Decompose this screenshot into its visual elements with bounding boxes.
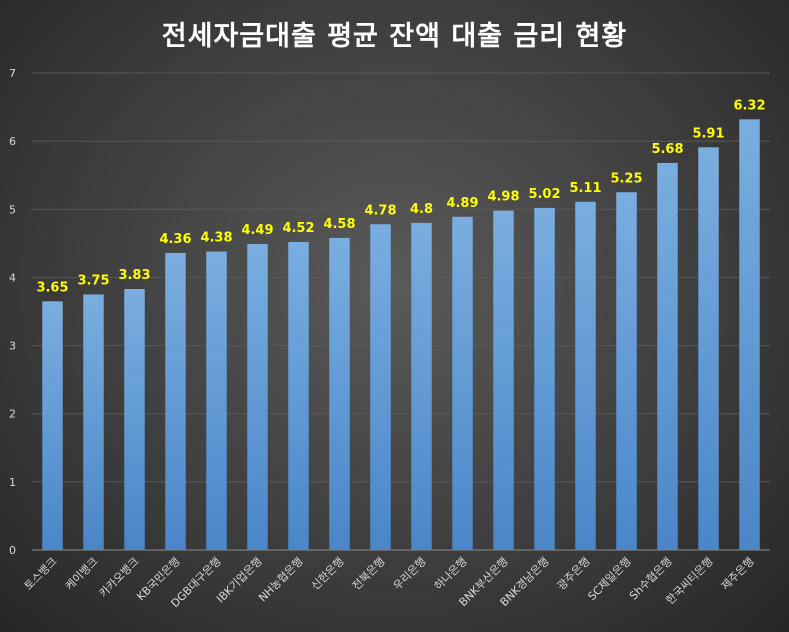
bar [370,224,391,550]
bar [206,251,227,550]
x-tick-label: NH농협은행 [256,555,305,604]
data-label: 5.11 [569,181,601,196]
data-label: 4.52 [282,221,314,236]
y-tick-label: 4 [9,271,16,284]
data-label: 5.02 [528,187,560,202]
data-labels: 3.65 3.75 3.83 4.36 4.38 4.49 4.52 4.58 4.78 4.8 4… [36,98,765,295]
data-label: 4.36 [159,232,191,247]
bar [42,301,63,550]
y-tick-label: 5 [9,203,16,216]
bar [575,201,596,551]
data-label: 5.25 [610,171,642,186]
x-tick-label: SC제일은행 [585,554,634,603]
data-label: 4.89 [446,196,478,211]
bar [165,252,186,550]
y-axis: 0 1 2 3 4 5 6 7 [9,67,16,557]
data-label: 3.65 [36,280,68,295]
y-tick-label: 6 [9,135,16,148]
bar [534,207,555,550]
chart-title: 전세자금대출 평균 잔액 대출 금리 현황 [161,21,628,52]
y-tick-label: 2 [9,408,16,421]
data-label: 3.75 [77,273,109,288]
bar [657,162,678,550]
data-label: 4.38 [200,231,232,246]
bar [411,222,432,550]
data-label: 4.78 [364,203,396,218]
bar [124,289,145,550]
bars [42,119,760,551]
bar [698,147,719,551]
data-label: 4.49 [241,223,273,238]
bar [329,237,350,551]
data-label: 6.32 [733,98,765,113]
x-tick-label: 광주은행 [555,555,593,593]
x-tick-label: 케이뱅크 [63,555,101,593]
data-label: 5.91 [692,126,724,141]
data-label: 5.68 [651,142,683,157]
y-tick-label: 7 [9,67,16,80]
x-tick-label: 신한은행 [309,555,347,593]
bar [493,210,514,551]
x-tick-label: 하나은행 [431,554,470,593]
y-tick-label: 0 [9,544,16,557]
x-tick-label: 전북은행 [350,555,388,593]
bar [247,244,268,550]
bar [83,294,104,550]
data-label: 4.58 [323,217,355,232]
data-label: 3.83 [118,268,150,283]
bar [739,119,760,550]
x-tick-label: 토스뱅크 [22,555,60,593]
y-tick-label: 3 [9,340,16,353]
y-tick-label: 1 [9,476,16,489]
gridlines [32,72,770,551]
bar [288,241,309,550]
data-label: 4.8 [410,202,433,217]
bar [452,216,473,550]
x-tick-label: 우리은행 [391,555,429,593]
bar [616,192,637,550]
x-tick-label: 제주은행 [719,555,757,593]
data-label: 4.98 [487,190,519,205]
